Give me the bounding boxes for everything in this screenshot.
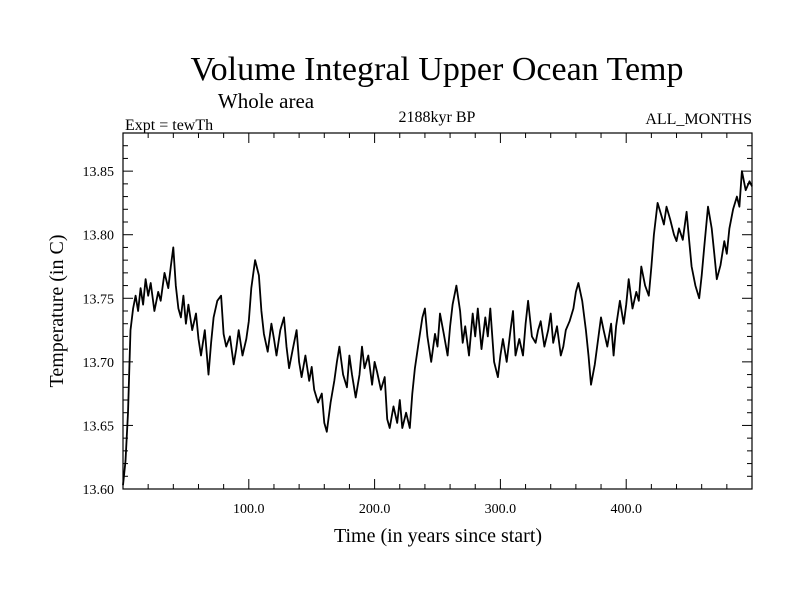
months-label: ALL_MONTHS [645,111,752,128]
y-tick-label: 13.85 [83,165,115,180]
y-tick-label: 13.75 [83,292,115,307]
x-axis-title: Time (in years since start) [334,525,542,547]
chart-subtitle: Whole area [218,89,315,113]
axis-tick-labels: 100.0 200.0 300.0 400.0 13.60 13.65 13.70 13.75… [83,165,642,517]
temperature-series-line [122,170,753,486]
experiment-label: Expt = tewTh [125,117,213,134]
axis-ticks [123,133,752,489]
y-tick-label: 13.70 [83,356,115,371]
x-tick-label: 300.0 [485,502,517,517]
period-label: 2188kyr BP [399,109,476,126]
y-tick-label: 13.65 [83,419,115,434]
x-tick-label: 200.0 [359,502,391,517]
chart-title: Volume Integral Upper Ocean Temp [191,51,684,88]
plot-frame [122,132,753,490]
x-tick-label: 400.0 [610,502,642,517]
x-tick-label: 100.0 [233,502,265,517]
y-axis-title: Temperature (in C) [46,235,68,388]
y-tick-label: 13.60 [83,483,115,498]
y-tick-label: 13.80 [83,229,115,244]
